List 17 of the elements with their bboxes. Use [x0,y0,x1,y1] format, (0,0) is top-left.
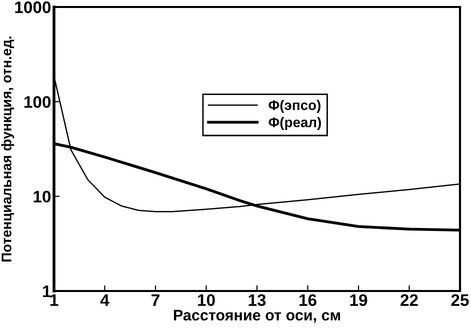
x-tick-label: 4 [100,294,110,306]
x-tick-label: 25 [451,294,469,306]
legend-label: Φ(реал) [268,117,321,130]
x-tick-label: 1 [50,294,58,306]
x-tick-label: 13 [248,294,266,306]
x-tick-label: 10 [198,294,215,306]
x-tick-label: 7 [152,294,160,306]
y-tick-label: 100 [24,96,51,108]
x-axis-title: Расстояние от оси, см [174,310,340,323]
y-tick-label: 1000 [15,1,51,14]
legend-label: Φ(эпсо) [268,100,320,113]
y-tick-label: 1 [43,286,51,298]
y-axis-title: Потенциальная функция, отн.ед. [1,36,14,262]
x-tick-label: 22 [400,294,418,306]
x-tick-label: 19 [350,294,368,306]
y-tick-label: 10 [34,190,51,203]
x-tick-label: 16 [300,294,316,306]
